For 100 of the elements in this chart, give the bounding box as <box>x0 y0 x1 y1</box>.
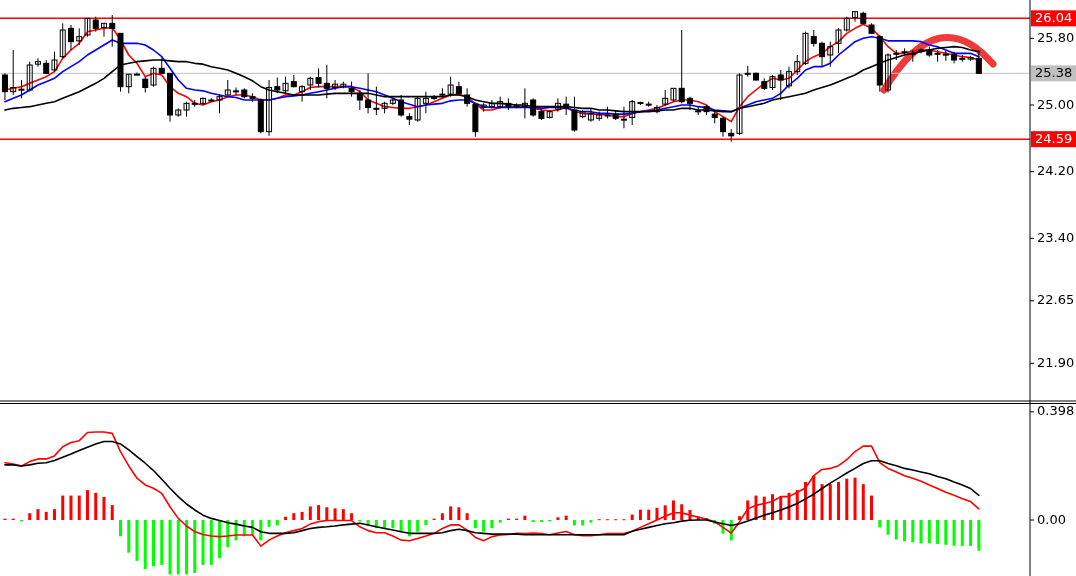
bar <box>168 520 172 575</box>
bar <box>267 520 271 527</box>
bar <box>28 513 32 521</box>
bar <box>630 514 634 521</box>
candlestick <box>216 94 223 114</box>
bar <box>308 506 312 521</box>
bar <box>300 511 304 521</box>
bar <box>94 492 98 521</box>
bar <box>85 490 89 521</box>
bar <box>259 520 263 541</box>
candlestick <box>200 97 207 106</box>
bar <box>77 495 81 521</box>
bar <box>292 513 296 521</box>
bar <box>350 513 354 521</box>
candlestick <box>109 14 116 48</box>
bar <box>44 511 48 521</box>
candlestick <box>431 94 438 101</box>
bar <box>977 520 981 551</box>
bar <box>878 520 882 528</box>
bar <box>275 520 279 526</box>
bar <box>837 481 841 521</box>
bar <box>424 520 428 525</box>
bar <box>572 520 576 526</box>
candlestick <box>719 116 726 138</box>
bar <box>886 520 890 535</box>
bar <box>589 520 593 523</box>
bar <box>853 477 857 521</box>
bar <box>341 509 345 521</box>
bar <box>325 507 329 521</box>
bar <box>119 520 122 537</box>
bar <box>127 520 131 553</box>
bar <box>473 520 477 529</box>
bar <box>152 520 156 567</box>
bar <box>638 509 642 521</box>
bar <box>317 505 321 521</box>
candlestick <box>315 67 322 88</box>
bar <box>564 515 568 521</box>
candlestick <box>59 22 66 59</box>
candlestick <box>34 57 41 68</box>
line-series <box>4 431 980 547</box>
bar <box>680 504 684 521</box>
bar <box>952 520 956 546</box>
bar <box>828 484 832 521</box>
candlestick <box>100 22 107 38</box>
candlestick <box>299 84 306 103</box>
y-tick-label: 25.80 <box>1037 29 1075 45</box>
bar <box>927 520 931 544</box>
line-series <box>4 440 980 536</box>
candlestick <box>389 97 396 106</box>
bar <box>61 495 65 521</box>
y-tick-label: 0.398 <box>1037 403 1075 419</box>
bar <box>102 496 106 521</box>
bar <box>482 520 486 532</box>
bar <box>69 495 73 521</box>
bar <box>960 520 964 546</box>
candlestick <box>67 24 74 51</box>
bar <box>936 520 940 544</box>
bar <box>465 513 469 521</box>
bar <box>746 500 750 521</box>
bar <box>647 509 651 521</box>
candlestick <box>819 41 826 68</box>
bar <box>663 505 667 521</box>
bar <box>861 484 865 521</box>
bar <box>498 520 502 523</box>
y-tick-label: 22.65 <box>1037 292 1075 308</box>
bar <box>135 520 139 561</box>
bar <box>399 520 403 532</box>
bar <box>391 520 395 529</box>
bar <box>903 520 907 542</box>
bar <box>812 475 816 521</box>
bar <box>944 520 948 545</box>
candlestick <box>794 54 801 76</box>
candlestick <box>51 51 58 73</box>
bar <box>671 500 675 521</box>
bar <box>160 520 164 565</box>
candlestick <box>827 41 834 68</box>
candlestick <box>835 27 842 54</box>
bar <box>440 513 444 521</box>
bar <box>457 507 461 521</box>
bar <box>36 509 40 521</box>
bar <box>870 495 874 521</box>
bar <box>820 484 824 521</box>
candlestick <box>852 11 859 23</box>
candlestick <box>10 49 17 96</box>
candlestick <box>786 66 793 89</box>
bar <box>110 505 114 521</box>
bar <box>176 520 180 575</box>
candlestick <box>885 52 892 93</box>
candlestick <box>802 31 809 66</box>
bar <box>556 517 560 521</box>
y-tick-label: 23.40 <box>1037 229 1075 245</box>
bar <box>333 508 337 521</box>
bar <box>193 520 197 574</box>
candlestick <box>464 87 471 108</box>
y-tick-label: 0.00 <box>1037 511 1066 527</box>
bar <box>201 520 205 565</box>
bar <box>894 520 898 540</box>
bar <box>416 520 420 532</box>
bar <box>845 478 849 521</box>
bar <box>143 520 147 569</box>
